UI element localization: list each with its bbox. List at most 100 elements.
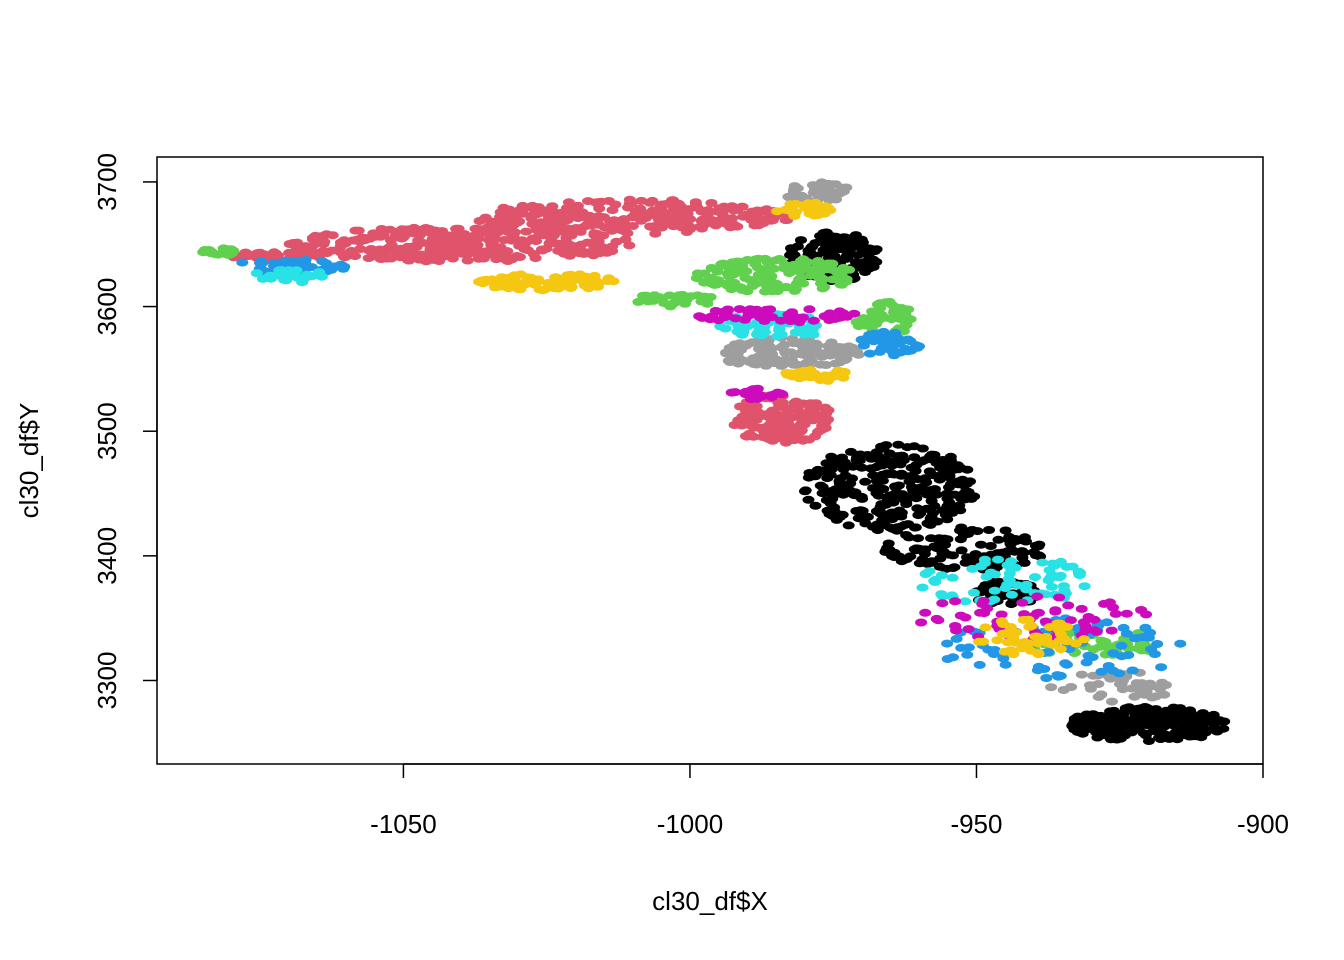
data-point (585, 221, 598, 230)
data-point (838, 368, 851, 377)
data-point (857, 258, 870, 267)
data-point (626, 222, 639, 230)
data-point (1059, 659, 1072, 668)
data-point (1032, 662, 1045, 671)
data-point (973, 660, 986, 669)
data-point (379, 248, 392, 257)
data-point (908, 453, 921, 462)
data-point (1155, 663, 1168, 672)
data-point (1070, 720, 1083, 729)
data-point (1158, 690, 1171, 699)
data-point (934, 538, 947, 547)
data-point (782, 414, 795, 423)
data-point (1129, 634, 1141, 643)
data-point (912, 534, 924, 543)
data-point (815, 178, 828, 187)
data-point (1069, 639, 1082, 648)
data-point (503, 205, 516, 214)
data-point (883, 545, 896, 554)
data-point (766, 313, 779, 322)
data-point (988, 650, 1000, 659)
data-point (1046, 640, 1059, 649)
data-point (401, 225, 414, 234)
data-point (1064, 629, 1076, 637)
data-point (1107, 666, 1119, 675)
data-point (1123, 703, 1135, 712)
data-point (925, 497, 938, 505)
data-point (480, 247, 492, 256)
data-point (886, 524, 899, 533)
data-point (1005, 557, 1018, 566)
data-point (757, 272, 769, 281)
data-point (795, 236, 807, 245)
data-point (911, 504, 924, 513)
data-point (784, 207, 797, 215)
data-point (1078, 725, 1091, 734)
data-point (984, 542, 997, 550)
data-point (1075, 604, 1088, 613)
x-tick-label: -1000 (657, 809, 724, 839)
data-point (856, 506, 869, 515)
data-point (307, 251, 320, 260)
data-point (746, 338, 759, 347)
data-point (1084, 684, 1097, 693)
data-point (1137, 729, 1150, 738)
data-point (881, 469, 893, 478)
data-point (282, 266, 295, 275)
data-point (888, 351, 901, 360)
data-point (797, 350, 810, 359)
data-point (999, 526, 1012, 535)
data-point (929, 578, 942, 586)
data-point (979, 623, 992, 632)
data-point (1116, 722, 1129, 731)
data-point (818, 192, 831, 201)
data-point (1057, 582, 1070, 591)
data-point (1172, 732, 1185, 741)
data-point (1174, 724, 1187, 733)
data-point (1040, 674, 1053, 682)
data-point (832, 275, 844, 284)
data-point (718, 202, 731, 211)
data-point (962, 529, 975, 537)
data-point (943, 483, 955, 492)
data-point (776, 390, 789, 399)
data-point (1199, 728, 1212, 737)
data-point (920, 569, 933, 578)
data-point (491, 281, 504, 289)
data-point (366, 247, 379, 256)
data-point (754, 313, 767, 322)
data-point (450, 224, 463, 233)
data-point (1045, 582, 1058, 591)
data-point (786, 308, 798, 317)
data-point (1060, 562, 1073, 571)
data-point (565, 276, 578, 285)
data-point (1215, 717, 1228, 726)
data-point (667, 222, 680, 231)
data-point (1016, 549, 1029, 558)
data-point (516, 208, 529, 217)
data-point (758, 217, 771, 226)
data-point (395, 244, 407, 253)
data-point (1040, 634, 1052, 643)
data-point (1082, 651, 1095, 660)
data-point (415, 254, 428, 263)
data-point (1135, 606, 1148, 614)
data-point (709, 221, 722, 230)
data-point (867, 310, 880, 319)
data-point (197, 248, 210, 257)
data-point (893, 506, 906, 515)
data-point (675, 209, 688, 218)
data-point (886, 515, 899, 524)
data-point (957, 481, 970, 490)
data-point (483, 230, 496, 239)
data-point (735, 421, 748, 430)
data-point (337, 264, 350, 273)
data-point (948, 563, 961, 572)
data-point (902, 520, 915, 529)
data-point (1003, 532, 1016, 541)
data-point (1063, 645, 1076, 653)
data-point (748, 221, 761, 230)
data-point (236, 258, 249, 267)
data-point (222, 250, 235, 259)
data-point (938, 507, 951, 516)
